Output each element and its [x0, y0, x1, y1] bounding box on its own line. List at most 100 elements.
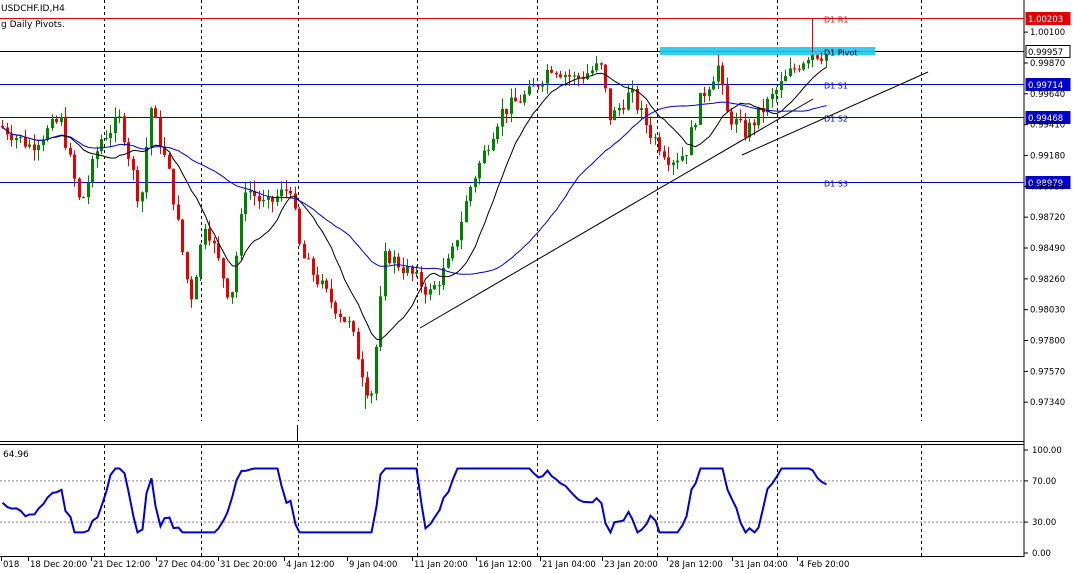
pivot-price-tag: 0.99468: [1025, 111, 1071, 124]
candle-body: [51, 119, 54, 129]
candle-body: [667, 157, 670, 165]
candle-body: [105, 138, 108, 140]
bear-candle: [519, 94, 522, 104]
bear-candle: [154, 105, 157, 119]
candle-body: [316, 274, 319, 285]
price-tag-box: [1025, 12, 1071, 25]
candle-body: [541, 83, 544, 87]
ma-short-line: [2, 66, 827, 341]
candle-body: [811, 55, 814, 61]
candle-body: [816, 55, 819, 59]
bull-candle: [492, 132, 495, 152]
bear-candle: [649, 116, 652, 145]
price-tick-label: 0.99410: [1030, 121, 1065, 131]
candle-body: [703, 92, 706, 97]
bear-candle: [330, 279, 333, 309]
candle-body: [186, 252, 189, 280]
bull-candle: [393, 250, 396, 274]
candle-body: [757, 108, 760, 126]
candle-body: [127, 142, 130, 159]
bull-candle: [784, 69, 787, 82]
bull-candle: [618, 103, 621, 117]
candle-body: [640, 108, 643, 110]
bear-candle: [820, 52, 823, 65]
bear-candle: [514, 87, 517, 102]
candle-body: [253, 190, 256, 197]
bear-candle: [366, 371, 369, 399]
candle-body: [307, 258, 310, 260]
candle-body: [37, 145, 40, 151]
candle-body: [415, 272, 418, 274]
bear-candle: [1, 119, 4, 129]
candle-body: [357, 331, 360, 360]
pivot-label: D1 S3: [824, 180, 848, 189]
time-tick-label: 23 Jan 20:00: [604, 560, 658, 570]
candle-body: [28, 144, 31, 147]
candle-body: [685, 155, 688, 157]
pivot-label: D1 S1: [824, 82, 848, 91]
bear-candle: [177, 195, 180, 222]
candle-body: [118, 116, 121, 118]
candle-body: [424, 286, 427, 295]
bear-candle: [762, 99, 765, 123]
bull-candle: [109, 124, 112, 148]
candle-body: [735, 118, 738, 125]
candle-body: [231, 292, 234, 298]
pivot-label: D1 R1: [824, 16, 848, 25]
candle-body: [771, 93, 774, 100]
price-tag-box: [1025, 78, 1071, 91]
bear-candle: [816, 54, 819, 61]
trendlines[interactable]: [419, 71, 929, 329]
bull-candle: [37, 140, 40, 161]
bull-candle: [370, 391, 373, 404]
candle-body: [145, 146, 148, 193]
pivot-label: D1 S2: [824, 115, 848, 124]
candle-body: [649, 125, 652, 139]
candle-body: [631, 89, 634, 93]
price-tag-box: [1025, 176, 1071, 189]
candle-body: [330, 288, 333, 303]
candle-body: [582, 78, 585, 80]
candle-body: [793, 68, 796, 70]
bull-candle: [141, 191, 144, 212]
candle-body: [460, 221, 463, 241]
bull-candle: [807, 57, 810, 69]
candle-body: [78, 178, 81, 198]
candle-body: [159, 117, 162, 147]
candle-body: [204, 228, 207, 245]
candle-body: [348, 321, 351, 323]
bull-candle: [699, 92, 702, 126]
bear-candle: [357, 327, 360, 360]
candle-body: [577, 75, 580, 79]
candle-body: [339, 313, 342, 318]
bull-candle: [460, 211, 463, 249]
price-tick-label: 1.00100: [1030, 28, 1065, 38]
candle-body: [604, 64, 607, 89]
candle-body: [456, 240, 459, 247]
oscillator-line: [1, 467, 827, 535]
bear-candle: [559, 70, 562, 79]
bull-candle: [100, 134, 103, 155]
bear-candle: [703, 86, 706, 103]
bear-candle: [636, 85, 639, 115]
candle-body: [744, 120, 747, 138]
bull-candle: [474, 175, 477, 193]
bull-candle: [541, 80, 544, 92]
trendline: [741, 71, 929, 156]
candle-body: [379, 296, 382, 347]
bear-candle: [226, 277, 229, 300]
candle-body: [82, 197, 85, 199]
bull-candle: [262, 190, 265, 208]
bear-candle: [577, 72, 580, 87]
candle-body: [784, 76, 787, 82]
time-tick-label: 16 Jan 12:00: [478, 560, 532, 570]
bull-candle: [87, 175, 90, 205]
candle-body: [91, 158, 94, 183]
candle-body: [42, 139, 45, 146]
candle-body: [429, 289, 432, 295]
bull-candle: [321, 274, 324, 289]
bear-candle: [537, 84, 540, 91]
bull-candle: [51, 114, 54, 131]
candle-body: [825, 54, 828, 61]
